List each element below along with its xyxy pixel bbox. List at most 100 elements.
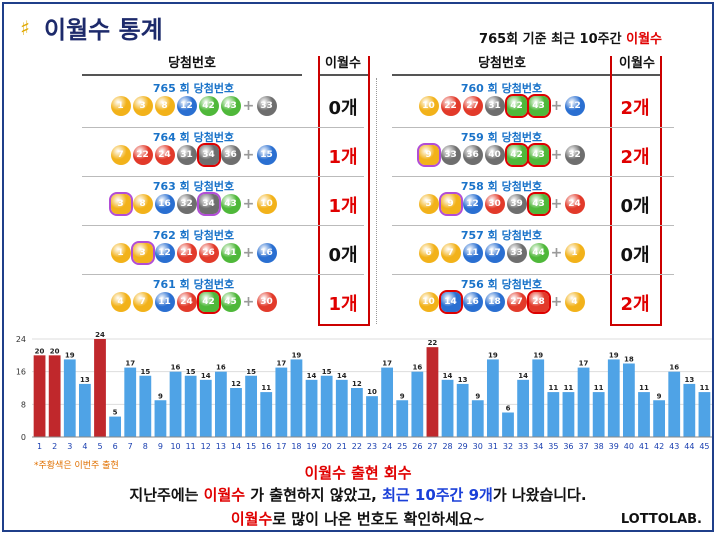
chart-caption: 이월수 출현 회수	[304, 464, 412, 482]
bar-25	[396, 400, 409, 437]
data-label-26: 16	[412, 364, 422, 372]
bar-4	[78, 383, 91, 437]
data-label-22: 12	[352, 380, 362, 388]
x-tick-label-5: 5	[97, 442, 102, 451]
data-label-20: 15	[322, 368, 332, 376]
lotto-ball: 43	[220, 96, 241, 116]
bar-7	[124, 367, 137, 437]
x-tick-label-45: 45	[699, 442, 709, 451]
x-tick-label-12: 12	[201, 442, 211, 451]
data-label-25: 9	[400, 392, 405, 400]
summary-text-d: 최근 10주간 9개	[382, 486, 493, 504]
draw-label: 761 회 당첨번호	[152, 278, 235, 291]
bar-6	[109, 416, 122, 437]
ball-row: 3 8 16 32 34 43 +10	[86, 192, 301, 216]
summary-line-1: 지난주에는 이월수 가 출현하지 않았고, 최근 10주간 9개가 나왔습니다.	[4, 484, 712, 505]
draw-label: 758 회 당첨번호	[460, 180, 543, 193]
draw-panel: 756 회 당첨번호 10 14 16 18 27 28 +4	[394, 276, 609, 322]
subtitle-highlight: 이월수	[626, 32, 662, 47]
bonus-ball: 1	[564, 243, 585, 263]
data-label-8: 15	[140, 368, 150, 376]
data-label-16: 11	[261, 384, 271, 392]
bar-45	[698, 392, 711, 437]
bar-1	[33, 355, 46, 437]
data-label-6: 5	[113, 409, 118, 417]
lotto-ball: 22	[132, 145, 153, 165]
lotto-ball: 9	[438, 192, 463, 216]
chart-note: *주황색은 이번주 출현	[34, 461, 119, 471]
lotto-ball: 11	[154, 292, 175, 312]
x-tick-label-22: 22	[352, 442, 362, 451]
data-label-10: 16	[171, 364, 181, 372]
frequency-chart: 0816242012021931342455617715899161015111…	[16, 331, 712, 451]
plus-icon: +	[242, 294, 255, 310]
bar-26	[411, 371, 424, 437]
y-tick-label: 16	[16, 368, 26, 377]
data-label-33: 14	[518, 372, 528, 380]
row-divider	[392, 176, 674, 177]
bar-15	[245, 375, 258, 437]
data-label-31: 19	[488, 351, 498, 359]
summary-text-b: 이월수	[203, 486, 246, 504]
data-label-40: 18	[624, 356, 634, 364]
bar-32	[502, 412, 514, 437]
x-tick-label-4: 4	[82, 442, 87, 451]
draw-label: 763 회 당첨번호	[152, 180, 235, 193]
summary-text-a: 지난주에는	[129, 486, 204, 504]
lotto-ball: 24	[154, 145, 175, 165]
data-label-4: 13	[80, 376, 90, 384]
data-label-39: 19	[609, 351, 619, 359]
x-tick-label-6: 6	[113, 442, 118, 451]
data-label-27: 22	[428, 339, 438, 347]
lotto-ball: 33	[440, 145, 461, 165]
draw-label: 760 회 당첨번호	[460, 82, 543, 95]
carryover-count: 2개	[620, 147, 650, 168]
page-title: 이월수 통계	[44, 16, 163, 44]
plus-icon: +	[242, 147, 255, 163]
bar-17	[275, 367, 288, 437]
ball-row: 1 3 12 21 26 41 +16	[86, 241, 301, 265]
bar-34	[532, 359, 545, 437]
x-tick-label-40: 40	[624, 442, 634, 451]
data-label-29: 13	[458, 376, 468, 384]
draw-label: 757 회 당첨번호	[460, 229, 543, 242]
bar-18	[290, 359, 303, 437]
bar-38	[592, 392, 605, 437]
plus-icon: +	[550, 196, 563, 212]
lotto-ball: 27	[462, 96, 483, 116]
lotto-ball: 10	[418, 292, 439, 312]
lotto-ball: 4	[110, 292, 131, 312]
lotto-ball: 3	[132, 96, 153, 116]
bar-9	[154, 400, 167, 437]
draw-label: 762 회 당첨번호	[152, 229, 235, 242]
bar-31	[486, 359, 499, 437]
row-divider	[82, 127, 364, 128]
summary-text-g: 로 많이 나온 번호도 확인하세요~	[272, 510, 486, 528]
lotto-ball: 27	[506, 292, 527, 312]
x-tick-label-33: 33	[518, 442, 528, 451]
x-tick-label-24: 24	[382, 442, 392, 451]
lotto-ball: 1	[110, 96, 131, 116]
x-tick-label-43: 43	[669, 442, 679, 451]
x-tick-label-3: 3	[67, 442, 72, 451]
lotto-ball: 33	[506, 243, 527, 263]
lotto-ball: 3	[108, 192, 133, 216]
lotto-ball: 31	[484, 96, 505, 116]
subtitle: 765회 기준 최근 10주간 이월수	[479, 28, 662, 47]
bar-30	[471, 400, 484, 437]
lotto-ball: 26	[198, 243, 219, 263]
y-tick-label: 8	[21, 400, 26, 409]
lotto-ball: 34	[196, 143, 221, 167]
data-label-45: 11	[700, 384, 710, 392]
lotto-ball: 43	[526, 192, 551, 216]
ball-row: 6 7 11 17 33 44 +1	[394, 243, 609, 263]
data-label-28: 14	[443, 372, 453, 380]
title-row: ♯ 이월수 통계	[12, 10, 163, 45]
data-label-12: 14	[201, 372, 211, 380]
lotto-ball: 36	[462, 145, 483, 165]
row-divider	[392, 127, 674, 128]
data-label-18: 19	[292, 351, 302, 359]
summary-text-f: 이월수	[230, 510, 273, 528]
row-divider	[82, 225, 364, 226]
draw-panel: 758 회 당첨번호 5 9 12 30 39 43 +24	[394, 178, 609, 224]
